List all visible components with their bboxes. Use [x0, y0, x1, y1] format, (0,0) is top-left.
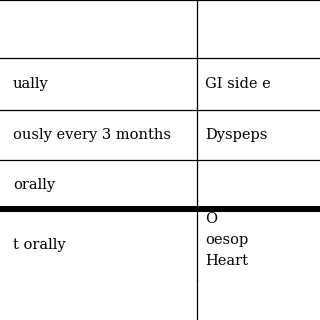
Text: oesop: oesop: [205, 233, 248, 247]
Text: orally: orally: [13, 178, 55, 192]
Text: t orally: t orally: [13, 238, 65, 252]
Text: ually: ually: [13, 77, 49, 91]
Text: Heart: Heart: [205, 254, 248, 268]
Text: Dyspeps: Dyspeps: [205, 128, 267, 142]
Text: O: O: [205, 212, 217, 226]
Text: GI side e: GI side e: [205, 77, 270, 91]
Text: ously every 3 months: ously every 3 months: [13, 128, 171, 142]
